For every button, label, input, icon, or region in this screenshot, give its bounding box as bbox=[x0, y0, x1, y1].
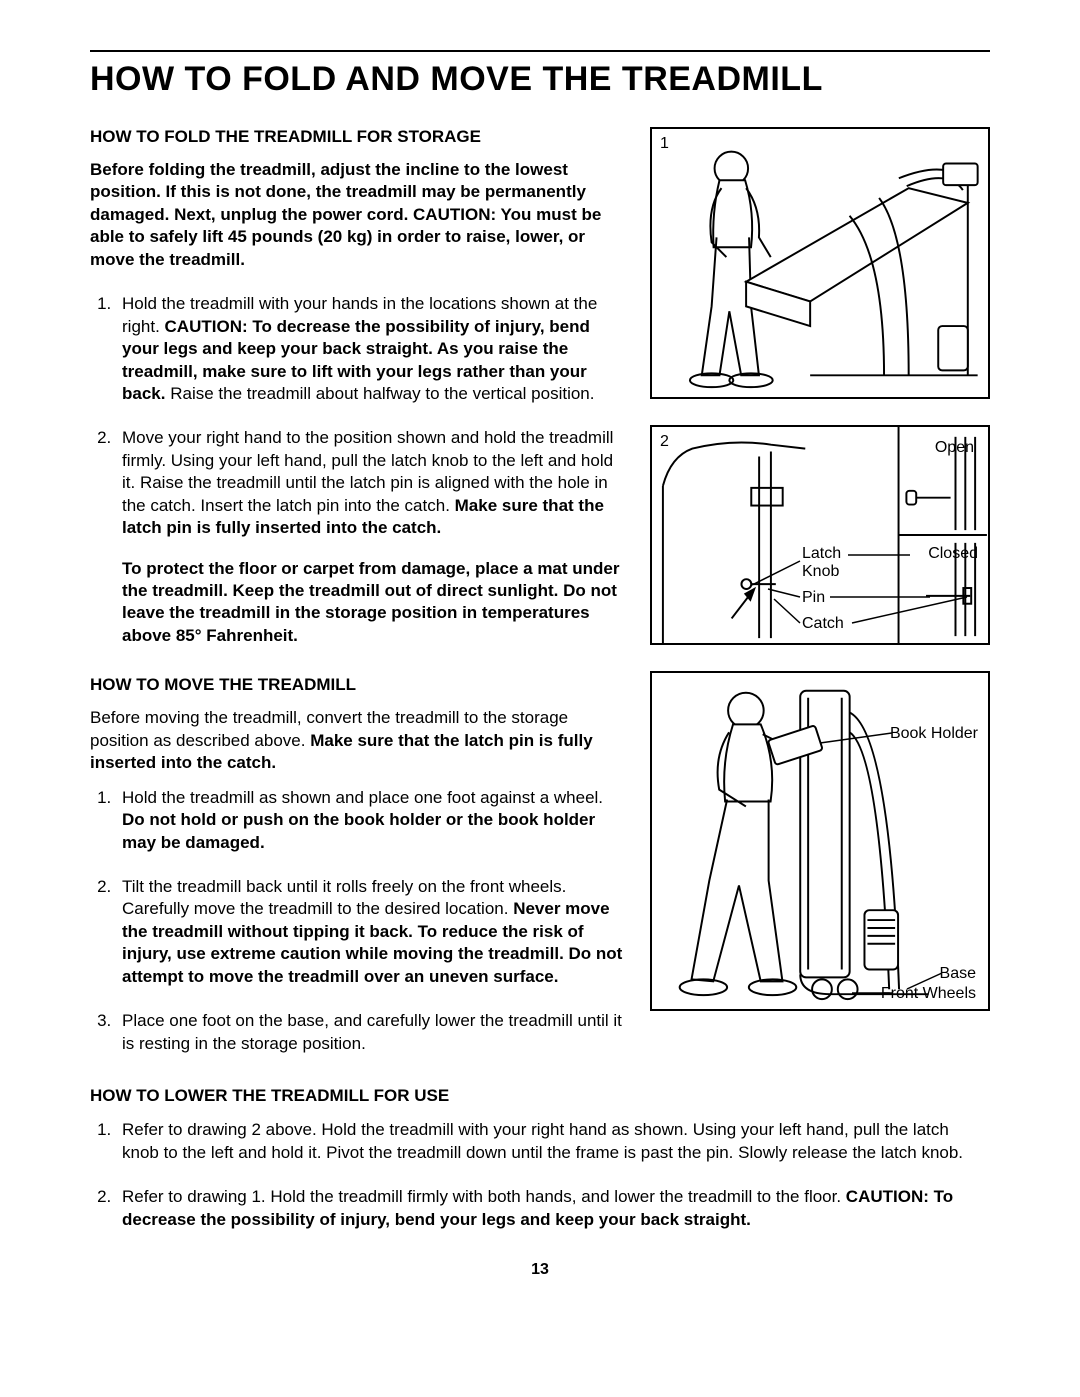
section1-intro: Before folding the treadmill, adjust the… bbox=[90, 159, 624, 271]
section1-heading: HOW TO FOLD THE TREADMILL FOR STORAGE bbox=[90, 127, 624, 147]
section2-step2: Tilt the treadmill back until it rolls f… bbox=[116, 876, 624, 988]
s2s2a: Tilt the treadmill back until it rolls f… bbox=[122, 877, 566, 918]
label-closed: Closed bbox=[928, 545, 978, 563]
section2-steps: Hold the treadmill as shown and place on… bbox=[90, 787, 624, 1055]
figure-2: 2 bbox=[650, 425, 990, 645]
label-pin: Pin bbox=[802, 589, 825, 607]
text-column: HOW TO FOLD THE TREADMILL FOR STORAGE Be… bbox=[90, 127, 624, 1077]
section2-intro: Before moving the treadmill, convert the… bbox=[90, 707, 624, 774]
figure-column: 1 bbox=[650, 127, 990, 1011]
label-open: Open bbox=[935, 439, 974, 457]
figure-3: Book Holder Base Front Wheels bbox=[650, 671, 990, 1011]
section3-heading: HOW TO LOWER THE TREADMILL FOR USE bbox=[90, 1085, 990, 1107]
section1-steps: Hold the treadmill with your hands in th… bbox=[90, 293, 624, 647]
figure-3-illustration bbox=[652, 673, 988, 1009]
figure-1-number: 1 bbox=[660, 135, 669, 153]
page-number: 13 bbox=[90, 1261, 990, 1279]
page-title: HOW TO FOLD AND MOVE THE TREADMILL bbox=[90, 60, 990, 99]
section1-protect: To protect the floor or carpet from dama… bbox=[122, 558, 624, 648]
figure-2-number: 2 bbox=[660, 433, 669, 451]
section3: HOW TO LOWER THE TREADMILL FOR USE Refer… bbox=[90, 1085, 990, 1231]
top-rule bbox=[90, 50, 990, 52]
section2-heading: HOW TO MOVE THE TREADMILL bbox=[90, 675, 624, 695]
section2-step3: Place one foot on the base, and carefull… bbox=[116, 1010, 624, 1055]
section3-steps: Refer to drawing 2 above. Hold the tread… bbox=[90, 1119, 990, 1231]
label-catch: Catch bbox=[802, 615, 844, 633]
section3-step2: Refer to drawing 1. Hold the treadmill f… bbox=[116, 1186, 990, 1231]
two-column-layout: HOW TO FOLD THE TREADMILL FOR STORAGE Be… bbox=[90, 127, 990, 1077]
label-latch-knob: Latch Knob bbox=[802, 545, 862, 580]
s2s1a: Hold the treadmill as shown and place on… bbox=[122, 788, 603, 807]
figure-2-illustration bbox=[652, 427, 988, 643]
label-base: Base bbox=[940, 965, 976, 983]
section2-step1: Hold the treadmill as shown and place on… bbox=[116, 787, 624, 854]
label-front-wheels: Front Wheels bbox=[881, 985, 976, 1003]
section1-step1: Hold the treadmill with your hands in th… bbox=[116, 293, 624, 405]
section1-step2: Move your right hand to the position sho… bbox=[116, 427, 624, 647]
section3-step1: Refer to drawing 2 above. Hold the tread… bbox=[116, 1119, 990, 1164]
manual-page: HOW TO FOLD AND MOVE THE TREADMILL HOW T… bbox=[0, 0, 1080, 1319]
label-book-holder: Book Holder bbox=[890, 725, 978, 743]
figure-1: 1 bbox=[650, 127, 990, 399]
s1s1c: Raise the treadmill about halfway to the… bbox=[165, 384, 594, 403]
figure-1-illustration bbox=[652, 129, 988, 397]
s2s1b: Do not hold or push on the book holder o… bbox=[122, 810, 595, 851]
s3s2a: Refer to drawing 1. Hold the treadmill f… bbox=[122, 1187, 846, 1206]
